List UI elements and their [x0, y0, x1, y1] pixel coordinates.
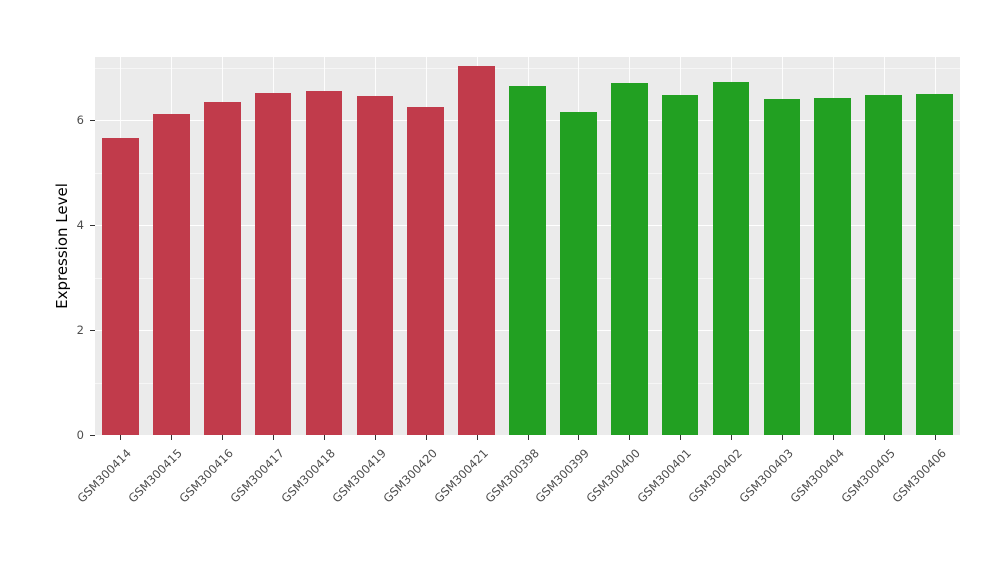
x-tick-label: GSM300418	[278, 446, 338, 506]
bar-GSM300418[interactable]	[305, 91, 343, 435]
x-tick-mark	[832, 435, 834, 440]
y-tick-mark	[90, 225, 95, 226]
x-tick-label: GSM300416	[176, 446, 237, 506]
bar-GSM300406[interactable]	[916, 93, 953, 435]
y-tick-mark	[90, 120, 95, 121]
x-tick-label: GSM300419	[329, 446, 389, 506]
x-tick-mark	[120, 435, 122, 440]
x-tick-label: GSM300406	[889, 446, 949, 506]
x-tick-mark	[171, 435, 173, 440]
bar-GSM300417[interactable]	[254, 92, 292, 435]
x-tick-mark	[731, 435, 733, 440]
y-tick-mark	[90, 435, 95, 436]
x-tick-label: GSM300417	[227, 446, 287, 506]
x-tick-mark	[629, 435, 631, 440]
x-tick-mark	[476, 435, 478, 440]
bar-GSM300402[interactable]	[712, 81, 750, 435]
x-tick-label: GSM300401	[634, 446, 695, 506]
x-tick-mark	[578, 435, 580, 440]
bar-GSM300416[interactable]	[203, 101, 241, 435]
x-tick-mark	[680, 435, 682, 440]
bar-GSM300420[interactable]	[407, 106, 445, 435]
x-tick-mark	[222, 435, 224, 440]
x-tick-mark	[883, 435, 885, 440]
y-axis-title: Expression Level	[53, 183, 71, 309]
x-tick-label: GSM300421	[431, 446, 491, 506]
x-tick-mark	[425, 435, 427, 440]
x-tick-mark	[323, 435, 325, 440]
bar-GSM300399[interactable]	[560, 112, 597, 435]
bar-GSM300419[interactable]	[356, 96, 394, 435]
x-tick-label: GSM300402	[685, 446, 745, 506]
y-tick-mark	[90, 330, 95, 331]
x-tick-mark	[781, 435, 783, 440]
x-tick-label: GSM300404	[787, 446, 847, 506]
bar-GSM300415[interactable]	[153, 113, 190, 435]
x-tick-label: GSM300414	[74, 446, 135, 506]
bar-GSM300401[interactable]	[661, 95, 699, 435]
x-tick-mark	[527, 435, 529, 440]
y-tick-label: 6	[76, 112, 84, 127]
y-tick-label: 4	[76, 217, 84, 232]
y-tick-label: 0	[76, 427, 84, 442]
bar-GSM300405[interactable]	[865, 95, 902, 435]
bar-GSM300398[interactable]	[509, 85, 546, 435]
x-tick-mark	[273, 435, 275, 440]
bar-GSM300400[interactable]	[610, 83, 648, 435]
bar-GSM300414[interactable]	[102, 138, 139, 435]
x-tick-label: GSM300420	[380, 446, 440, 506]
bar-GSM300403[interactable]	[763, 99, 801, 435]
bar-GSM300421[interactable]	[458, 66, 495, 435]
plot-panel	[95, 57, 960, 437]
x-tick-label: GSM300415	[125, 446, 186, 506]
x-tick-label: GSM300403	[736, 446, 796, 506]
x-tick-label: GSM300400	[583, 446, 644, 506]
x-tick-label: GSM300405	[838, 446, 898, 506]
bar-GSM300404[interactable]	[814, 97, 852, 435]
x-tick-mark	[374, 435, 376, 440]
x-tick-mark	[934, 435, 936, 440]
y-tick-label: 2	[76, 322, 84, 337]
